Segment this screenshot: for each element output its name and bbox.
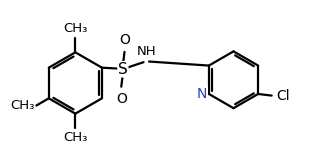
Text: Cl: Cl [277,89,290,103]
Text: CH₃: CH₃ [63,131,87,144]
Text: O: O [116,92,127,106]
Text: N: N [197,87,207,101]
Text: CH₃: CH₃ [10,99,34,112]
Text: NH: NH [136,45,156,58]
Text: S: S [118,62,128,77]
Text: CH₃: CH₃ [63,22,87,35]
Text: O: O [119,33,130,47]
